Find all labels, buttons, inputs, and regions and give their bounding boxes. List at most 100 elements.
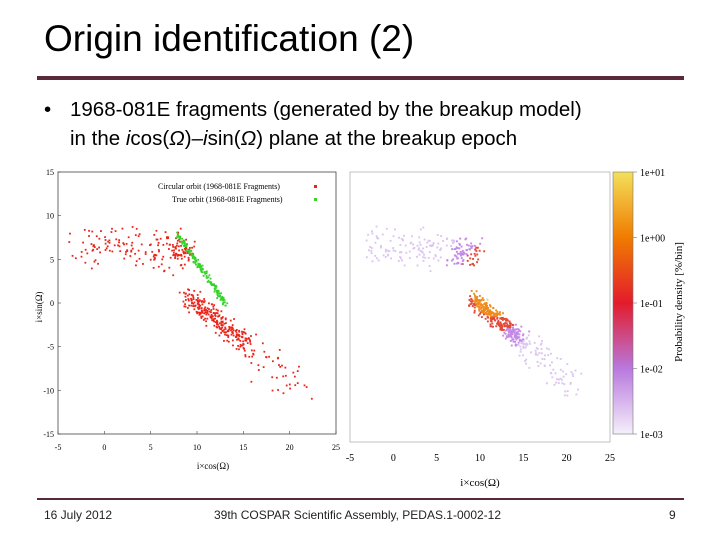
density-point bbox=[502, 334, 505, 337]
density-point bbox=[507, 325, 510, 328]
circular-orbit-point bbox=[193, 240, 196, 243]
density-point bbox=[499, 321, 502, 324]
circular-orbit-point bbox=[69, 232, 71, 235]
right-density-points bbox=[365, 225, 583, 397]
density-point bbox=[371, 260, 374, 263]
title-divider bbox=[37, 76, 684, 80]
footer-conference: 39th COSPAR Scientific Assembly, PEDAS.1… bbox=[214, 508, 502, 522]
circular-orbit-point bbox=[168, 243, 171, 246]
right-x-tick-label: 15 bbox=[518, 453, 528, 464]
density-point bbox=[507, 335, 510, 338]
circular-orbit-point bbox=[173, 249, 175, 252]
circular-orbit-point bbox=[284, 374, 287, 377]
circular-orbit-point bbox=[196, 294, 199, 296]
right-x-axis-label: i×cos(Ω) bbox=[460, 477, 500, 489]
circular-orbit-point bbox=[235, 329, 237, 332]
true-orbit-point bbox=[222, 297, 224, 300]
circular-orbit-point bbox=[179, 264, 182, 267]
density-point bbox=[467, 244, 470, 247]
circular-orbit-point bbox=[238, 334, 241, 336]
density-point bbox=[580, 372, 583, 375]
density-point bbox=[477, 258, 480, 261]
circular-orbit-point bbox=[213, 320, 215, 323]
density-point bbox=[505, 335, 508, 338]
density-point bbox=[462, 253, 465, 256]
circular-orbit-point bbox=[199, 290, 202, 293]
true-orbit-point bbox=[205, 270, 208, 273]
true-orbit-point bbox=[214, 285, 216, 288]
density-point bbox=[408, 250, 411, 253]
circular-orbit-point bbox=[108, 249, 111, 252]
circular-orbit-point bbox=[238, 329, 240, 332]
circular-orbit-point bbox=[135, 260, 138, 263]
density-point bbox=[495, 315, 498, 318]
circular-orbit-point bbox=[96, 248, 99, 250]
circular-orbit-point bbox=[305, 386, 308, 388]
density-point bbox=[416, 264, 419, 267]
true-orbit-point bbox=[182, 244, 185, 247]
density-point bbox=[472, 303, 475, 305]
circular-orbit-point bbox=[221, 320, 224, 323]
density-point bbox=[510, 344, 513, 347]
circular-orbit-point bbox=[187, 259, 190, 262]
density-point bbox=[451, 239, 453, 242]
density-point bbox=[518, 354, 521, 357]
circular-orbit-point bbox=[200, 311, 203, 314]
circular-orbit-point bbox=[138, 257, 141, 260]
circular-orbit-point bbox=[249, 339, 251, 342]
true-orbit-point bbox=[197, 262, 200, 265]
true-orbit-point bbox=[191, 256, 194, 259]
circular-orbit-point bbox=[134, 252, 137, 255]
circular-orbit-point bbox=[303, 384, 306, 387]
circular-orbit-point bbox=[200, 300, 203, 303]
circular-orbit-point bbox=[271, 376, 274, 379]
circular-orbit-point bbox=[138, 233, 141, 236]
density-point bbox=[487, 307, 489, 310]
circular-orbit-point bbox=[210, 316, 213, 319]
circular-orbit-point bbox=[104, 249, 107, 251]
density-point bbox=[401, 259, 403, 262]
circular-orbit-point bbox=[221, 316, 224, 319]
density-point bbox=[489, 323, 492, 326]
density-point bbox=[436, 246, 439, 249]
true-orbit-point bbox=[194, 257, 197, 260]
density-point bbox=[452, 258, 455, 261]
density-point bbox=[518, 329, 521, 332]
density-point bbox=[486, 309, 489, 312]
circular-orbit-point bbox=[198, 305, 201, 308]
circular-orbit-point bbox=[185, 292, 187, 295]
density-point bbox=[480, 298, 483, 301]
right-x-tick-label: 25 bbox=[605, 453, 615, 464]
density-point bbox=[480, 307, 482, 310]
density-point bbox=[559, 377, 562, 380]
true-orbit-point bbox=[182, 240, 185, 243]
circular-orbit-point bbox=[183, 305, 186, 308]
density-point bbox=[471, 305, 474, 308]
circular-orbit-point bbox=[201, 310, 204, 313]
true-orbit-point bbox=[188, 249, 190, 252]
true-orbit-point bbox=[215, 287, 217, 289]
density-point bbox=[490, 325, 493, 328]
circular-orbit-point bbox=[168, 248, 170, 250]
density-point bbox=[534, 353, 537, 356]
density-point bbox=[545, 347, 548, 350]
circular-orbit-point bbox=[216, 312, 219, 315]
circular-orbit-point bbox=[199, 304, 202, 307]
density-point bbox=[481, 306, 483, 309]
density-point bbox=[505, 322, 508, 325]
circular-orbit-point bbox=[199, 311, 202, 314]
density-point bbox=[522, 340, 525, 342]
true-orbit-point bbox=[198, 263, 201, 266]
density-point bbox=[554, 372, 557, 375]
density-point bbox=[462, 259, 465, 261]
circular-orbit-point bbox=[216, 322, 219, 325]
circular-orbit-point bbox=[153, 254, 156, 257]
circular-orbit-point bbox=[153, 233, 156, 236]
density-point bbox=[471, 245, 474, 248]
density-point bbox=[561, 382, 564, 385]
density-point bbox=[473, 309, 476, 312]
true-orbit-point bbox=[207, 276, 210, 279]
slide-title: Origin identification (2) bbox=[44, 18, 415, 59]
circular-orbit-point bbox=[206, 317, 209, 320]
true-orbit-point bbox=[200, 270, 203, 273]
